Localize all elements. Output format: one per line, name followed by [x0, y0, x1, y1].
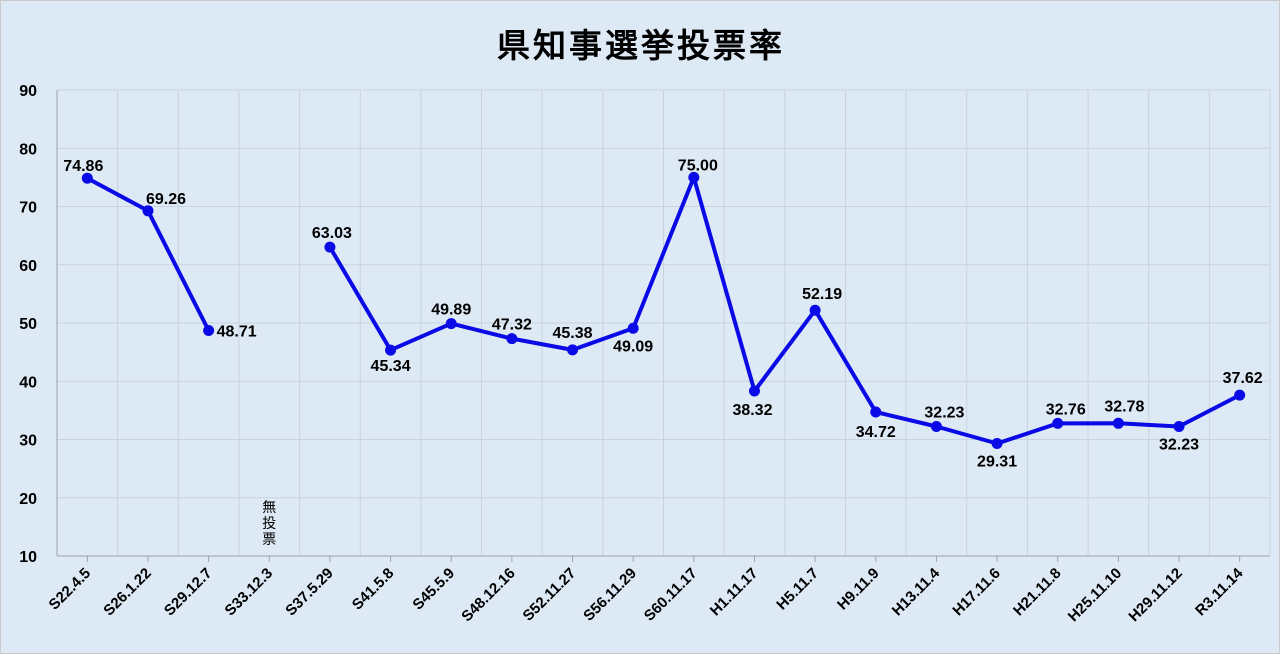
x-tick-label: S29.12.7 — [161, 565, 215, 619]
data-point — [142, 205, 154, 217]
x-tick-label: S26.1.22 — [100, 565, 154, 619]
data-point — [324, 241, 336, 253]
data-point — [567, 344, 579, 356]
x-tick-label: H29.11.12 — [1125, 565, 1185, 625]
x-tick-label: H21.11.8 — [1010, 565, 1064, 619]
data-point — [385, 344, 397, 356]
data-point — [1173, 421, 1185, 433]
data-label: 48.71 — [217, 324, 257, 341]
y-tick-label: 20 — [19, 491, 37, 508]
y-tick-label: 50 — [19, 316, 37, 333]
y-tick-label: 80 — [19, 141, 37, 158]
y-axis-ticks: 10 20 30 40 50 60 70 80 90 — [19, 83, 37, 566]
series-line-segment — [327, 175, 1242, 446]
data-point — [688, 171, 700, 183]
x-axis-ticks: S22.4.5 S26.1.22 S29.12.7 S33.12.3 S37.5.29 S… — [46, 556, 1247, 625]
x-tick-label: S33.12.3 — [222, 565, 276, 619]
data-point — [809, 304, 821, 316]
x-tick-label: S41.5.8 — [349, 565, 398, 614]
y-tick-label: 40 — [19, 374, 37, 391]
x-tick-label: H9.11.9 — [834, 565, 883, 614]
data-point — [627, 322, 639, 334]
x-tick-label: S52.11.27 — [520, 565, 580, 625]
x-tick-label: H17.11.6 — [949, 565, 1003, 619]
data-label: 49.09 — [613, 338, 653, 355]
data-label: 34.72 — [856, 424, 896, 441]
data-labels: 74.86 69.26 48.71 63.03 45.34 49.89 47.32 45.38… — [63, 157, 1262, 470]
y-tick-label: 10 — [19, 549, 37, 566]
y-tick-label: 30 — [19, 433, 37, 450]
data-label: 45.38 — [553, 325, 593, 342]
data-label: 32.23 — [924, 405, 964, 422]
x-tick-label: S22.4.5 — [46, 565, 95, 614]
data-points — [81, 171, 1246, 450]
data-label: 32.23 — [1159, 437, 1199, 454]
gridlines — [57, 89, 1271, 556]
no-vote-annotation: 無投票 — [262, 500, 276, 548]
data-label: 49.89 — [431, 302, 471, 319]
x-tick-label: S37.5.29 — [282, 565, 336, 619]
data-point — [930, 421, 942, 433]
x-tick-label: S56.11.29 — [580, 565, 640, 625]
annotations: 無投票 — [262, 500, 276, 548]
x-tick-label: H13.11.4 — [889, 564, 944, 619]
data-point — [991, 438, 1003, 450]
data-label: 52.19 — [802, 286, 842, 303]
x-tick-label: S45.5.9 — [409, 565, 458, 614]
data-label: 45.34 — [371, 358, 411, 375]
x-tick-label: H5.11.7 — [773, 565, 822, 614]
data-label: 32.78 — [1104, 398, 1144, 415]
x-tick-label: R3.11.14 — [1192, 564, 1247, 619]
y-tick-label: 70 — [19, 200, 37, 217]
data-label: 32.76 — [1046, 401, 1086, 418]
x-tick-label: S48.12.16 — [458, 565, 518, 625]
data-point — [81, 172, 93, 184]
data-label: 63.03 — [312, 225, 352, 242]
data-label: 29.31 — [977, 454, 1017, 471]
data-label: 74.86 — [63, 158, 103, 175]
data-point — [1112, 417, 1124, 429]
data-label: 75.00 — [678, 157, 718, 174]
data-label: 47.32 — [492, 317, 532, 334]
data-point — [203, 325, 215, 337]
data-label: 69.26 — [146, 191, 186, 208]
data-label: 38.32 — [732, 402, 772, 419]
data-point — [748, 385, 760, 397]
y-tick-label: 60 — [19, 258, 37, 275]
x-tick-label: H25.11.10 — [1065, 565, 1125, 625]
axes — [56, 90, 1270, 557]
data-label: 37.62 — [1223, 370, 1263, 387]
data-point — [445, 318, 457, 330]
x-tick-label: H1.11.17 — [707, 565, 761, 619]
y-tick-label: 90 — [19, 83, 37, 100]
chart-title: 県知事選挙投票率 — [497, 26, 785, 65]
data-point — [506, 333, 518, 345]
data-point — [1234, 389, 1246, 401]
data-point — [1052, 417, 1064, 429]
x-tick-label: S60.11.17 — [641, 565, 701, 625]
data-point — [870, 406, 882, 418]
